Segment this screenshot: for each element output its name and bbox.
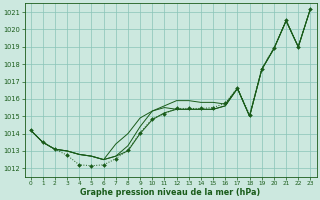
X-axis label: Graphe pression niveau de la mer (hPa): Graphe pression niveau de la mer (hPa) [80,188,261,197]
